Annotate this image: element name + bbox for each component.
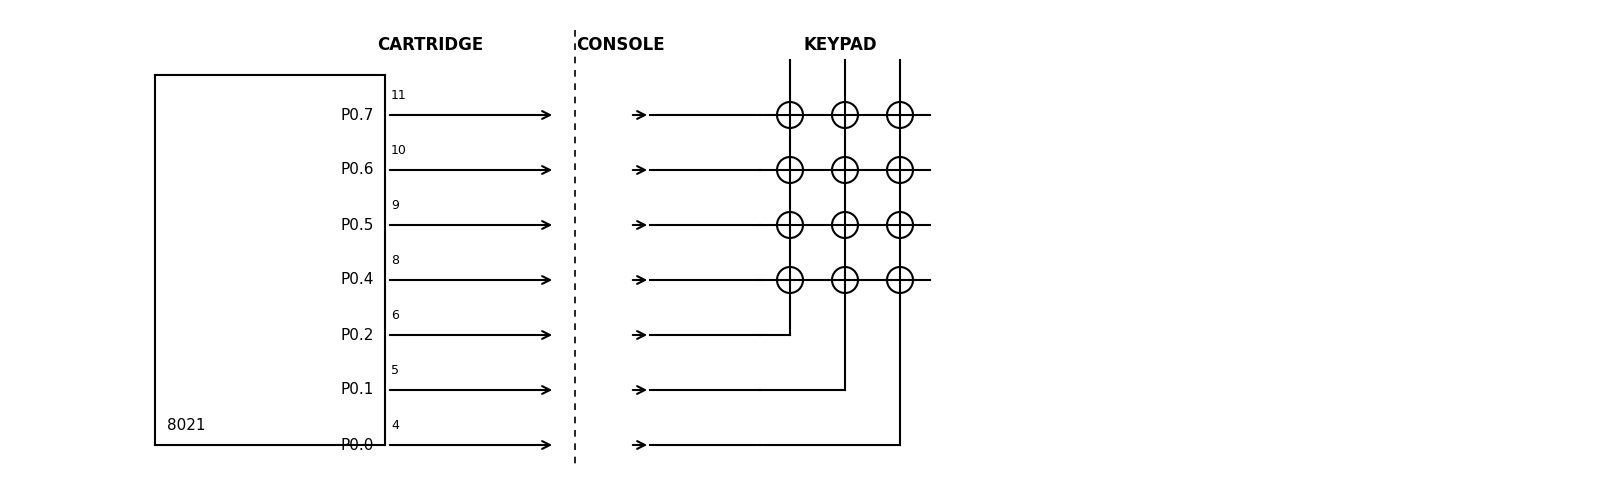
Text: 8: 8 [390,254,398,267]
Text: P0.1: P0.1 [341,382,374,398]
Text: 4: 4 [390,419,398,432]
Text: 5: 5 [390,364,398,377]
Text: 6: 6 [390,309,398,322]
Text: CARTRIDGE: CARTRIDGE [378,36,483,54]
Text: P0.2: P0.2 [341,328,374,342]
Text: 10: 10 [390,144,406,157]
Text: P0.4: P0.4 [341,272,374,287]
Text: CONSOLE: CONSOLE [576,36,664,54]
Text: P0.7: P0.7 [341,108,374,122]
Text: P0.6: P0.6 [341,162,374,178]
Text: KEYPAD: KEYPAD [803,36,877,54]
Text: P0.0: P0.0 [341,438,374,452]
Text: 11: 11 [390,89,406,102]
Text: 8021: 8021 [166,418,205,433]
Text: P0.5: P0.5 [341,218,374,232]
Text: 9: 9 [390,199,398,212]
